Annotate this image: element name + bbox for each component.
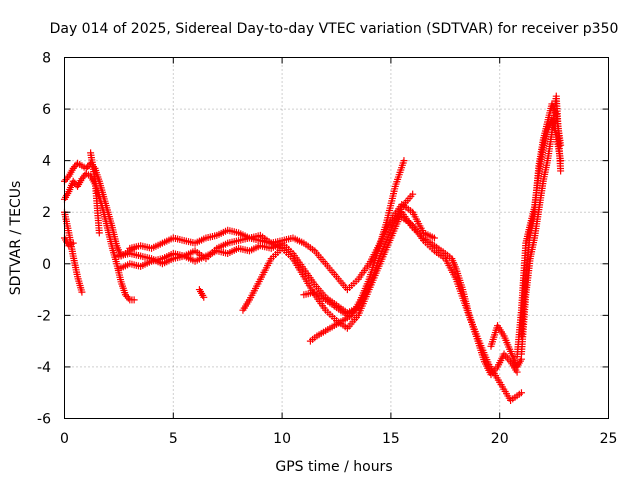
y-tick-label: -6: [37, 412, 51, 428]
data-point-fill: [124, 294, 132, 302]
y-tick-label: -2: [37, 308, 51, 324]
x-tick-label: 25: [600, 431, 618, 447]
data-point: [278, 244, 286, 252]
series-track-p: [513, 115, 565, 361]
x-tick-label: 0: [60, 431, 69, 447]
data-point: [409, 190, 417, 198]
data-series: [61, 92, 565, 404]
data-point: [130, 296, 138, 304]
x-axis-label: GPS time / hours: [275, 459, 392, 475]
x-tick-label: 20: [491, 431, 509, 447]
data-point: [557, 141, 565, 149]
x-axis-ticks: 0 5 10 15 20 25: [60, 57, 618, 447]
series-track-h: [115, 208, 406, 332]
x-tick-label: 15: [382, 431, 400, 447]
data-point: [78, 288, 86, 296]
y-tick-label: 6: [42, 102, 51, 118]
series-track-n: [398, 213, 525, 404]
grid-lines: [64, 57, 609, 419]
data-point: [200, 293, 208, 301]
data-point: [95, 229, 103, 237]
y-axis-label: SDTVAR / TECUs: [8, 181, 24, 296]
data-point: [517, 389, 525, 397]
data-point: [400, 157, 408, 165]
data-point: [69, 239, 77, 247]
y-tick-label: 4: [42, 154, 51, 170]
series-track-r: [517, 100, 565, 340]
series-track-k: [239, 244, 286, 314]
y-axis-ticks: -6 -4 -2 0 2 4 6 8: [37, 51, 609, 428]
chart-title: Day 014 of 2025, Sidereal Day-to-day VTE…: [50, 21, 619, 37]
series-track-g: [115, 190, 417, 317]
y-tick-label: 0: [42, 257, 51, 273]
data-point: [354, 304, 362, 312]
x-tick-label: 5: [169, 431, 178, 447]
data-point: [430, 234, 438, 242]
y-tick-label: 8: [42, 51, 51, 67]
series-track-m: [387, 208, 521, 379]
series-track-e: [87, 149, 103, 237]
data-point: [557, 167, 565, 175]
y-tick-label: 2: [42, 205, 51, 221]
series-track-b: [61, 170, 138, 304]
plot-frame: [64, 57, 609, 419]
series-track-l: [195, 286, 208, 301]
data-point-fill: [63, 174, 71, 182]
x-tick-label: 10: [273, 431, 291, 447]
y-tick-label: -4: [37, 360, 51, 376]
series-track-j: [300, 288, 362, 319]
series-track-i: [306, 157, 408, 345]
